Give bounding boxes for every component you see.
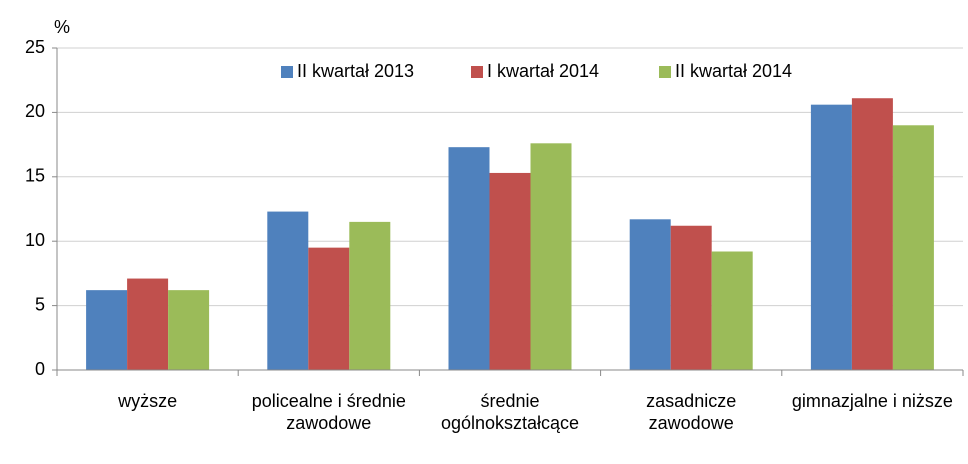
legend-label: II kwartał 2013 [297,61,414,81]
bar [86,290,128,370]
legend-label: II kwartał 2014 [675,61,792,81]
x-tick-label: gimnazjalne i niższe [791,391,953,411]
bar [629,219,671,370]
y-tick-label: 25 [25,37,45,57]
bar [489,172,531,370]
y-axis-label: % [54,17,70,37]
legend-swatch [659,66,671,78]
x-tick-label: zasadnicze zawodowe [646,391,737,433]
x-tick-label: wyższe [118,391,178,411]
y-tick-label: 0 [35,359,45,379]
y-tick-label: 5 [35,294,45,314]
bar [670,225,712,370]
bar [530,143,572,370]
bar [127,278,169,370]
bar [349,221,391,370]
x-tick-label: średnie ogólnokształcące [440,391,580,433]
y-tick-label: 15 [25,166,45,186]
y-tick-label: 10 [25,230,45,250]
legend-swatch [281,66,293,78]
bar [308,247,350,370]
bar [267,211,309,370]
legend-swatch [471,66,483,78]
bar [448,147,490,370]
bar [851,98,893,371]
bar [810,104,852,370]
bar [711,251,753,370]
bar [168,290,210,370]
x-tick-label: policealne i średnie zawodowe [251,391,406,433]
bar [892,125,934,370]
legend-label: I kwartał 2014 [487,61,599,81]
y-tick-label: 20 [25,101,45,121]
